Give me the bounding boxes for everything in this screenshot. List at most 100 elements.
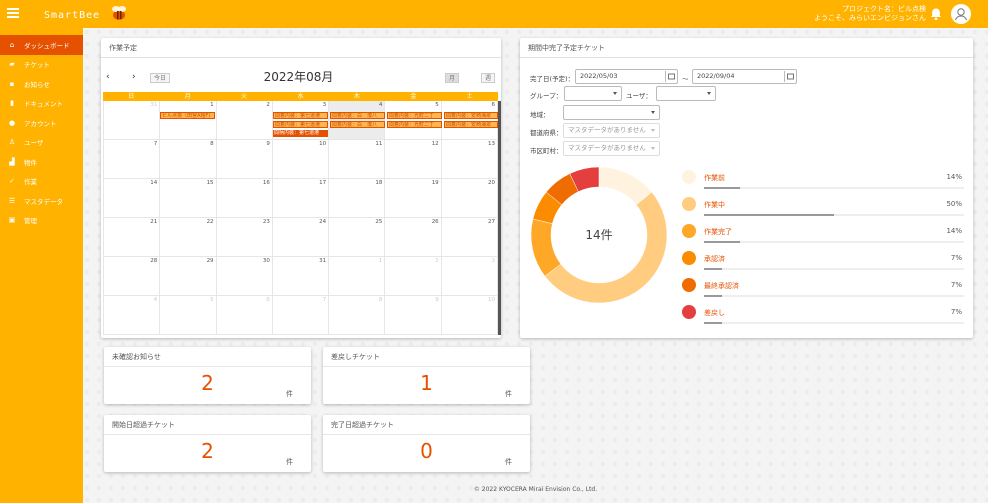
donut-slice[interactable] <box>569 166 600 192</box>
calendar-day-cell[interactable]: 31 <box>273 257 330 295</box>
sidebar-item-dashboard[interactable]: ⌂ ダッシュボード <box>0 35 83 55</box>
calendar-day-cell[interactable]: 9 <box>217 140 273 178</box>
calendar-event[interactable]: 間着内装：白 湊八 <box>330 121 385 128</box>
calendar-day-cell[interactable]: 6 <box>217 296 273 334</box>
calendar-day-cell[interactable]: 27 <box>442 218 498 256</box>
next-month-button[interactable]: › <box>132 72 136 82</box>
calendar-day-cell[interactable]: 14 <box>104 179 161 217</box>
day-number: 7 <box>322 297 327 303</box>
calendar-day-cell[interactable]: 8 <box>329 296 386 334</box>
calendar-day-cell[interactable]: 19 <box>385 179 442 217</box>
calendar-event[interactable]: 間着内装：光町二丁 <box>387 121 442 128</box>
donut-slice[interactable] <box>544 191 668 304</box>
calendar-day-cell[interactable]: 2 <box>385 257 442 295</box>
sidebar-item-master-data[interactable]: ☰ マスタデータ <box>0 191 83 211</box>
sidebar-item-ticket[interactable]: ▰ チケット <box>0 55 83 75</box>
calendar-event[interactable]: 間着内装：第七道港 <box>273 112 328 119</box>
calendar-day-cell[interactable]: 22 <box>160 218 217 256</box>
day-number: 23 <box>262 219 270 225</box>
legend-row[interactable]: 作業前 14% <box>682 170 964 190</box>
prefecture-label: 都道府県： <box>530 129 563 137</box>
calendar-day-cell[interactable]: 8 <box>160 140 217 178</box>
calendar-day-cell[interactable]: 12 <box>385 140 442 178</box>
weekday-sat: 土 <box>466 93 473 100</box>
calendar-event[interactable]: 間着内装：第七道港 <box>273 121 328 128</box>
unconfirmed-notices-card[interactable]: 未確認お知らせ 2 件 <box>104 347 311 404</box>
calendar-event[interactable]: 間柄内装：第七道港 <box>273 130 328 137</box>
calendar-day-cell[interactable]: 26 <box>385 218 442 256</box>
app-logo-text[interactable]: SmartBee <box>44 10 101 21</box>
calendar-day-cell[interactable]: 4 <box>104 296 161 334</box>
sidebar-item-account[interactable]: ● アカウント <box>0 113 83 133</box>
legend-row[interactable]: 作業完了 14% <box>682 224 964 244</box>
month-view-button[interactable]: 月 <box>445 73 460 83</box>
calendar-day-cell[interactable]: 25 <box>329 218 386 256</box>
calendar-day-cell[interactable]: 5 <box>160 296 217 334</box>
calendar-day-cell[interactable]: 21 <box>104 218 161 256</box>
legend-row[interactable]: 作業中 50% <box>682 197 964 217</box>
calendar-day-cell[interactable]: 29 <box>160 257 217 295</box>
legend-row[interactable]: 差戻し 7% <box>682 305 964 325</box>
date-from-input[interactable]: 2022/05/03 <box>575 69 678 84</box>
calendar-day-cell[interactable]: 11 <box>329 140 386 178</box>
day-number: 17 <box>319 180 327 186</box>
calendar-day-cell[interactable]: 13 <box>442 140 498 178</box>
calendar-event[interactable]: 間着内装：白 湊八 <box>330 112 385 119</box>
calendar-day-cell[interactable]: 24 <box>273 218 330 256</box>
end-overdue-tickets-card[interactable]: 完了日超過チケット 0 件 <box>323 415 530 472</box>
user-avatar-icon[interactable] <box>951 4 971 24</box>
calendar-day-cell[interactable]: 7 <box>273 296 330 334</box>
calendar-event[interactable]: 間着内装：光町二丁 <box>387 112 442 119</box>
sidebar-item-work[interactable]: ✓ 作業 <box>0 172 83 192</box>
calendar-day-cell[interactable]: 1 <box>329 257 386 295</box>
start-overdue-tickets-card[interactable]: 開始日超過チケット 2 件 <box>104 415 311 472</box>
calendar-icon[interactable] <box>665 71 676 82</box>
calendar-day-cell[interactable]: 9 <box>385 296 442 334</box>
calendar-day-cell[interactable]: 20 <box>442 179 498 217</box>
calendar-event[interactable]: 間着内装：安崎海翠 <box>444 112 498 119</box>
calendar-event[interactable]: 間着内装：安崎海翠 <box>444 121 498 128</box>
calendar-day-cell[interactable]: 3 <box>442 257 498 295</box>
calendar-day-cell[interactable]: 31 <box>104 101 161 139</box>
project-name: プロジェクト名：ビル点検 <box>842 5 926 13</box>
region-select[interactable] <box>563 105 660 120</box>
hamburger-menu-icon[interactable] <box>7 8 19 18</box>
date-to-input[interactable]: 2022/09/04 <box>692 69 797 84</box>
user-select[interactable] <box>656 86 716 101</box>
calendar-day-cell[interactable]: 3 <box>273 101 330 139</box>
bell-icon[interactable] <box>929 7 943 21</box>
calendar-day-cell[interactable]: 16 <box>217 179 273 217</box>
city-select[interactable]: マスタデータがありません <box>563 141 660 156</box>
week-view-button[interactable]: 週 <box>481 73 496 83</box>
calendar-event[interactable]: ビル点検（田宮A館F) <box>160 112 215 119</box>
calendar-day-cell[interactable]: 15 <box>160 179 217 217</box>
legend-row[interactable]: 承認済 7% <box>682 251 964 271</box>
calendar-scrollbar[interactable] <box>498 101 501 335</box>
returned-tickets-card[interactable]: 差戻しチケット 1 件 <box>323 347 530 404</box>
calendar-day-cell[interactable]: 17 <box>273 179 330 217</box>
calendar-day-cell[interactable]: 1 <box>160 101 217 139</box>
prev-month-button[interactable]: ‹ <box>106 72 110 82</box>
calendar-day-cell[interactable]: 28 <box>104 257 161 295</box>
calendar-day-cell[interactable]: 10 <box>273 140 330 178</box>
calendar-day-cell[interactable]: 7 <box>104 140 161 178</box>
calendar-day-cell[interactable]: 5 <box>385 101 442 139</box>
prefecture-select[interactable]: マスタデータがありません <box>563 123 660 138</box>
calendar-day-cell[interactable]: 30 <box>217 257 273 295</box>
today-button[interactable]: 今日 <box>150 73 171 83</box>
calendar-day-cell[interactable]: 2 <box>217 101 273 139</box>
calendar-day-cell[interactable]: 6 <box>442 101 498 139</box>
sidebar-item-user[interactable]: ♙ ユーザ <box>0 133 83 153</box>
sidebar-item-property[interactable]: ▟ 物件 <box>0 152 83 172</box>
calendar-icon[interactable] <box>784 71 795 82</box>
calendar-day-cell[interactable]: 10 <box>442 296 498 334</box>
calendar-day-cell[interactable]: 4 <box>329 101 386 139</box>
sidebar-item-document[interactable]: ▮ ドキュメント <box>0 94 83 114</box>
sidebar-item-admin[interactable]: ▣ 管理 <box>0 211 83 231</box>
sidebar-item-notice[interactable]: ▪ お知らせ <box>0 74 83 94</box>
calendar-day-cell[interactable]: 18 <box>329 179 386 217</box>
group-select[interactable] <box>564 86 622 101</box>
legend-row[interactable]: 最終承認済 7% <box>682 278 964 298</box>
weekday-fri: 金 <box>410 93 417 100</box>
calendar-day-cell[interactable]: 23 <box>217 218 273 256</box>
